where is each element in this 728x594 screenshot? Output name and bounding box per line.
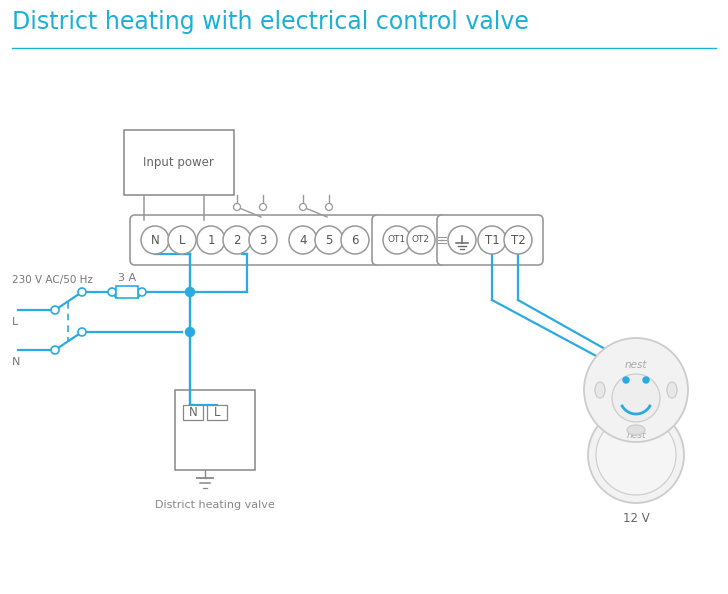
Circle shape [325, 204, 333, 210]
Bar [207, 405, 227, 420]
Text: 230 V AC/50 Hz: 230 V AC/50 Hz [12, 275, 93, 285]
Circle shape [186, 287, 194, 296]
FancyBboxPatch shape [372, 215, 446, 265]
Circle shape [643, 377, 649, 383]
Circle shape [623, 377, 629, 383]
Text: N: N [189, 406, 197, 419]
Text: L: L [12, 317, 18, 327]
Ellipse shape [595, 382, 605, 398]
Text: nest: nest [625, 360, 647, 370]
Circle shape [78, 288, 86, 296]
Circle shape [186, 327, 194, 336]
Text: 6: 6 [351, 233, 359, 247]
Circle shape [341, 226, 369, 254]
Circle shape [299, 204, 306, 210]
Circle shape [588, 407, 684, 503]
Circle shape [108, 288, 116, 296]
Text: L: L [214, 406, 221, 419]
Text: L: L [179, 233, 185, 247]
Circle shape [407, 226, 435, 254]
Circle shape [78, 328, 86, 336]
Text: nest: nest [626, 431, 646, 440]
Circle shape [383, 226, 411, 254]
Circle shape [612, 374, 660, 422]
Ellipse shape [667, 382, 677, 398]
Bar [183, 405, 203, 420]
Ellipse shape [627, 425, 645, 435]
Circle shape [504, 226, 532, 254]
Circle shape [596, 415, 676, 495]
Text: OT1: OT1 [388, 235, 406, 245]
Circle shape [138, 288, 146, 296]
Text: 12 V: 12 V [622, 513, 649, 526]
Text: 2: 2 [233, 233, 241, 247]
Text: OT2: OT2 [412, 235, 430, 245]
Circle shape [141, 226, 169, 254]
Circle shape [223, 226, 251, 254]
Bar [124, 130, 234, 195]
Text: 3: 3 [259, 233, 266, 247]
Text: 3 A: 3 A [118, 273, 136, 283]
Circle shape [289, 226, 317, 254]
Text: 5: 5 [325, 233, 333, 247]
FancyBboxPatch shape [130, 215, 380, 265]
Text: T1: T1 [485, 233, 499, 247]
Circle shape [584, 338, 688, 442]
FancyBboxPatch shape [437, 215, 543, 265]
Circle shape [234, 204, 240, 210]
Circle shape [51, 306, 59, 314]
Circle shape [478, 226, 506, 254]
Circle shape [197, 226, 225, 254]
Circle shape [168, 226, 196, 254]
Circle shape [51, 346, 59, 354]
Circle shape [259, 204, 266, 210]
Text: District heating with electrical control valve: District heating with electrical control… [12, 10, 529, 34]
Text: N: N [151, 233, 159, 247]
Bar [116, 286, 138, 298]
Text: Input power: Input power [143, 156, 214, 169]
Circle shape [249, 226, 277, 254]
Text: 1: 1 [207, 233, 215, 247]
Text: District heating valve: District heating valve [155, 500, 275, 510]
Bar [175, 390, 255, 470]
Text: N: N [12, 357, 20, 367]
Text: 4: 4 [299, 233, 306, 247]
Circle shape [448, 226, 476, 254]
Text: T2: T2 [510, 233, 526, 247]
Circle shape [315, 226, 343, 254]
